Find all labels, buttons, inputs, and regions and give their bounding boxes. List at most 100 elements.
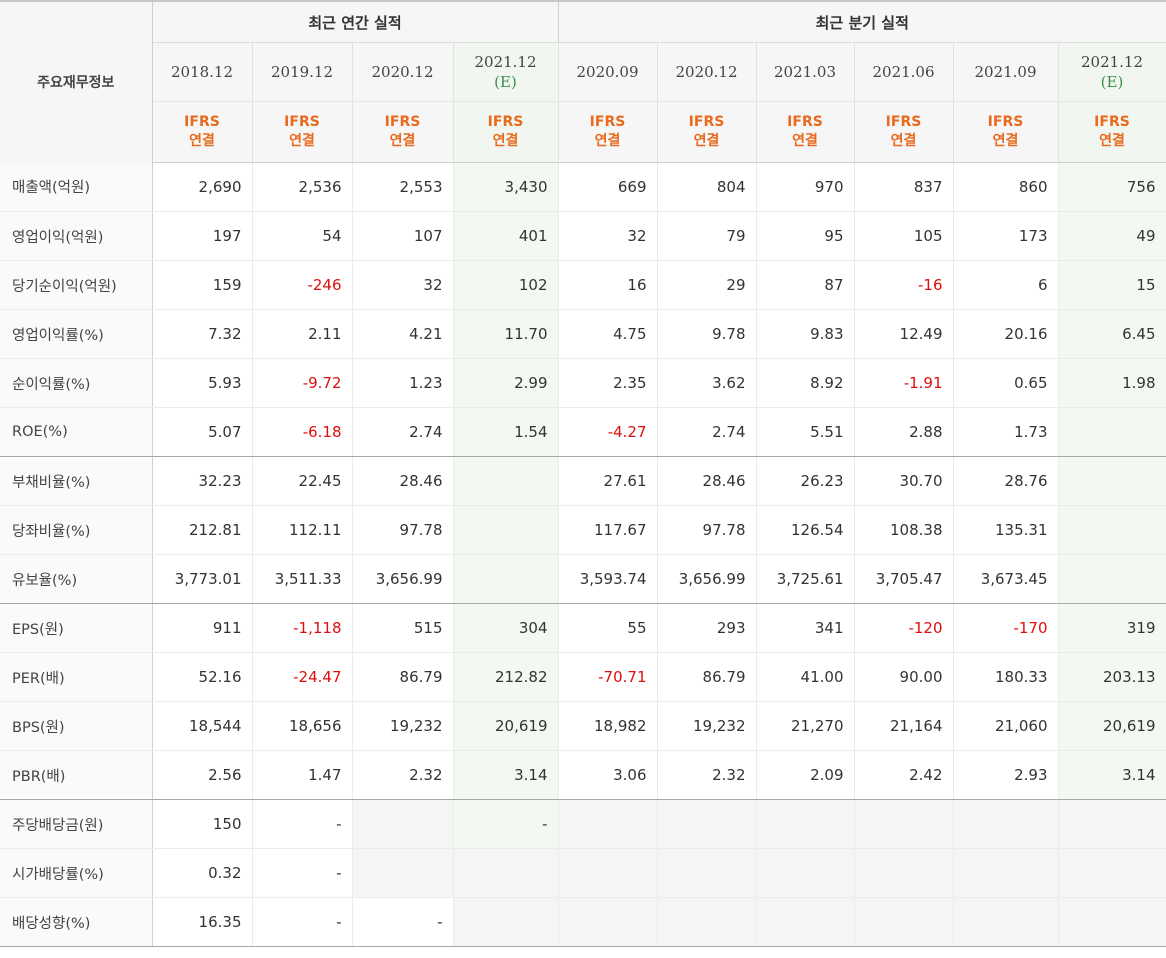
table-cell: 9.83	[756, 309, 855, 359]
table-cell	[453, 554, 559, 604]
consolidated-text: 연결	[1099, 133, 1125, 149]
table-cell: 11.70	[453, 309, 559, 359]
table-cell	[1058, 799, 1166, 849]
table-cell: 911	[152, 603, 253, 653]
table-cell: 2.88	[854, 407, 954, 457]
table-row: 영업이익률(%) 7.32 2.11 4.21 11.70 4.75 9.78 9.83 12.…	[0, 309, 1166, 359]
table-cell: 5.51	[756, 407, 855, 457]
quarterly-group-title: 최근 분기 실적	[558, 0, 1166, 43]
table-row: 배당성향(%) 16.35- -	[0, 897, 1166, 947]
column-date-label: 2020.12	[371, 63, 434, 81]
table-cell: 97.78	[352, 505, 454, 555]
estimate-marker: (E)	[1100, 73, 1124, 91]
column-date-label: 2018.12	[170, 63, 234, 81]
annual-group-title: 최근 연간 실적	[152, 0, 559, 43]
table-cell: 756	[1058, 162, 1166, 212]
table-cell: 86.79	[657, 652, 757, 702]
table-cell: 860	[953, 162, 1059, 212]
ifrs-text: IFRS	[284, 114, 320, 130]
table-cell: 319	[1058, 603, 1166, 653]
table-cell	[453, 897, 559, 947]
table-cell: 107	[352, 211, 454, 261]
table-cell: -170	[953, 603, 1059, 653]
column-date-label: 2021.12	[1080, 53, 1144, 71]
table-cell	[953, 897, 1059, 947]
row-label: 배당성향(%)	[0, 897, 153, 947]
table-cell: 95	[756, 211, 855, 261]
table-cell: 2.32	[657, 750, 757, 800]
column-date: 2021.12 (E)	[453, 42, 559, 102]
table-cell: 112.11	[252, 505, 353, 555]
table-cell: 3,725.61	[756, 554, 855, 604]
table-cell: 1.23	[352, 358, 454, 408]
column-date-label: 2020.12	[675, 63, 738, 81]
corner-label: 주요재무정보	[0, 0, 153, 163]
ifrs-text: IFRS	[688, 114, 725, 130]
column-date: 2021.03	[756, 42, 855, 102]
table-cell: 41.00	[756, 652, 855, 702]
table-cell: 90.00	[854, 652, 954, 702]
table-cell: 2.99	[453, 358, 559, 408]
table-row: EPS(원) 911 -1,118 515 304 55 293 341 -120 -170 319	[0, 603, 1166, 653]
table-cell: 32.23	[152, 456, 253, 506]
table-cell: 3,656.99	[352, 554, 454, 604]
table-cell: 86.79	[352, 652, 454, 702]
row-label: 부채비율(%)	[0, 456, 153, 506]
table-cell: 6	[953, 260, 1059, 310]
table-row: 주당배당금(원) 150- -	[0, 799, 1166, 849]
table-cell: 16.35	[152, 897, 253, 947]
table-cell: 7.32	[152, 309, 253, 359]
row-label: 순이익률(%)	[0, 358, 153, 408]
table-cell: 135.31	[953, 505, 1059, 555]
table-cell	[453, 505, 559, 555]
table-cell	[557, 897, 658, 947]
table-cell: 117.67	[557, 505, 658, 555]
table-cell: 2.11	[252, 309, 353, 359]
ifrs-consolidated-label: IFRS 연결	[252, 101, 353, 163]
table-cell	[1058, 407, 1166, 457]
row-label: 시가배당률(%)	[0, 848, 153, 898]
ifrs-text: IFRS	[589, 114, 626, 130]
table-cell: 1.54	[453, 407, 559, 457]
table-cell: 3,773.01	[152, 554, 253, 604]
table-cell: 18,656	[252, 701, 353, 751]
table-cell: 32	[352, 260, 454, 310]
table-cell: 52.16	[152, 652, 253, 702]
ifrs-consolidated-label: IFRS 연결	[1058, 101, 1166, 163]
table-cell: 12.49	[854, 309, 954, 359]
table-cell: 2.32	[352, 750, 454, 800]
ifrs-text: IFRS	[987, 114, 1024, 130]
table-cell: 2,553	[352, 162, 454, 212]
table-cell: -	[252, 799, 353, 849]
ifrs-consolidated-label: IFRS 연결	[453, 101, 559, 163]
row-label: 유보율(%)	[0, 554, 153, 604]
table-cell: 49	[1058, 211, 1166, 261]
table-cell: 5.07	[152, 407, 253, 457]
ifrs-consolidated-label: IFRS 연결	[557, 101, 658, 163]
column-date: 2021.06	[854, 42, 954, 102]
consolidated-text: 연결	[890, 133, 917, 149]
table-cell	[1058, 897, 1166, 947]
table-cell: 9.78	[657, 309, 757, 359]
table-cell: -	[252, 897, 353, 947]
table-cell: 21,164	[854, 701, 954, 751]
ifrs-consolidated-label: IFRS 연결	[152, 101, 253, 163]
table-row: PBR(배) 2.56 1.47 2.32 3.14 3.06 2.32 2.09 2.42 2.…	[0, 750, 1166, 800]
ifrs-text: IFRS	[1094, 114, 1130, 130]
table-cell: 97.78	[657, 505, 757, 555]
column-date: 2019.12	[252, 42, 353, 102]
table-cell: 18,982	[557, 701, 658, 751]
ifrs-consolidated-label: IFRS 연결	[854, 101, 954, 163]
table-cell	[453, 456, 559, 506]
table-cell: 102	[453, 260, 559, 310]
table-cell: 19,232	[352, 701, 454, 751]
table-cell: -	[252, 848, 353, 898]
table-cell: 837	[854, 162, 954, 212]
table-cell: 18,544	[152, 701, 253, 751]
table-cell: 0.32	[152, 848, 253, 898]
table-cell: 6.45	[1058, 309, 1166, 359]
table-cell	[657, 848, 757, 898]
table-cell: 1.98	[1058, 358, 1166, 408]
table-cell: 8.92	[756, 358, 855, 408]
